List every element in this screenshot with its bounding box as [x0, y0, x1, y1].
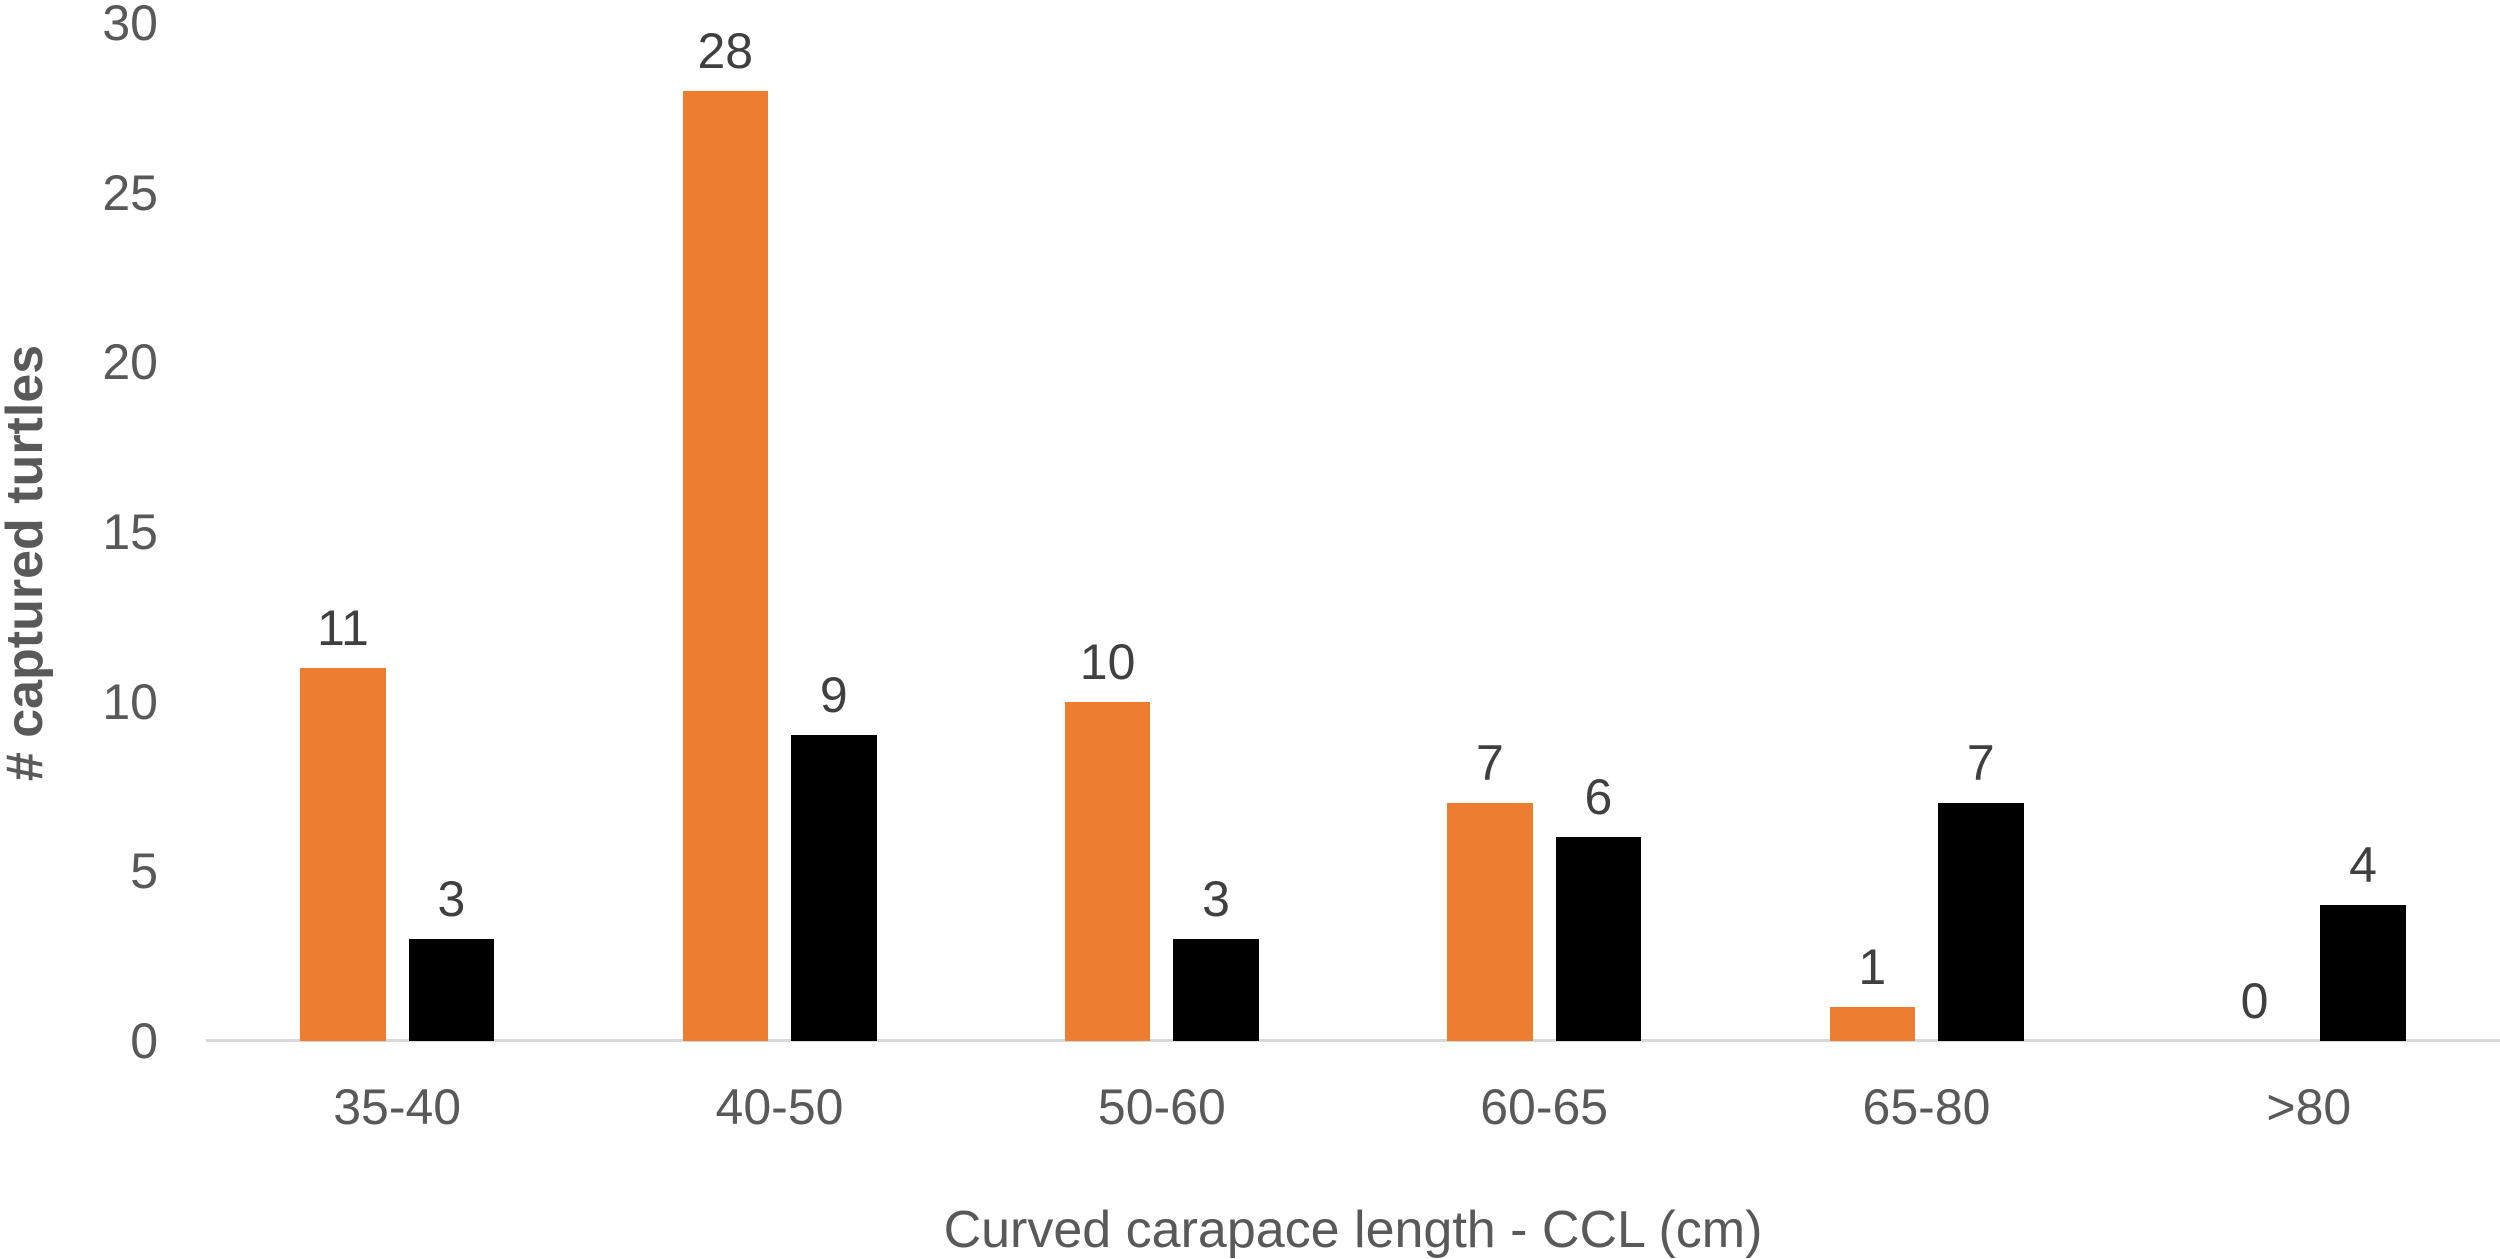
bar-series-1	[682, 90, 768, 1041]
x-category-label: >80	[2266, 1079, 2352, 1135]
bar-series-2	[2320, 905, 2406, 1041]
bar-series-1	[300, 667, 386, 1041]
data-label: 0	[2240, 972, 2269, 1029]
bar-series-1	[1829, 1006, 1915, 1041]
y-tick-label: 20	[102, 334, 158, 391]
data-label: 7	[1966, 735, 1995, 792]
data-label: 28	[697, 22, 754, 79]
data-label: 4	[2349, 837, 2377, 894]
x-category-label: 60-65	[1480, 1079, 1609, 1135]
data-label: 6	[1584, 769, 1613, 826]
bar-series-2	[1938, 803, 2024, 1041]
bar-series-2	[1173, 938, 1259, 1041]
data-label: 3	[1202, 870, 1230, 927]
y-axis-title: # captured turtles	[0, 344, 54, 782]
y-tick-label: 5	[130, 843, 158, 900]
bar-series-2	[791, 735, 877, 1041]
y-tick-label: 10	[102, 673, 158, 730]
bar-series-2	[1555, 837, 1642, 1041]
bar-series-1	[1064, 701, 1151, 1041]
data-label: 1	[1858, 938, 1887, 995]
data-label: 3	[437, 870, 466, 927]
bar-series-2	[408, 938, 495, 1041]
x-category-label: 35-40	[333, 1079, 462, 1135]
x-axis-title: Curved carapace length - CCL (cm)	[943, 1201, 1763, 1259]
bar-series-1	[1447, 803, 1533, 1041]
data-label: 9	[819, 667, 848, 724]
data-label: 7	[1476, 735, 1504, 792]
x-axis-line	[206, 1039, 2500, 1042]
y-tick-label: 0	[130, 1012, 158, 1069]
data-label: 11	[316, 599, 369, 656]
y-tick-label: 15	[102, 503, 158, 560]
y-tick-label: 25	[102, 164, 158, 221]
x-category-label: 40-50	[715, 1079, 844, 1135]
x-category-label: 65-80	[1862, 1079, 1991, 1135]
y-tick-label: 30	[102, 0, 158, 52]
data-label: 10	[1079, 633, 1136, 690]
x-category-label: 50-60	[1097, 1079, 1226, 1135]
